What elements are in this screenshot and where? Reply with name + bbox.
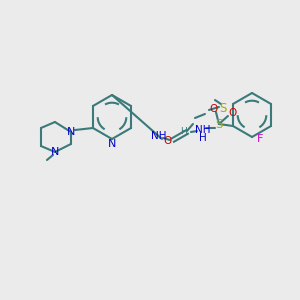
Text: NH: NH [195, 125, 211, 135]
Text: N: N [108, 139, 116, 149]
Text: O: O [229, 108, 237, 118]
Text: S: S [219, 101, 226, 115]
Text: H: H [199, 133, 207, 143]
Text: NH: NH [151, 131, 167, 141]
Text: F: F [257, 134, 263, 144]
Text: S: S [215, 118, 223, 130]
Text: O: O [210, 104, 218, 114]
Text: N: N [51, 147, 59, 157]
Text: O: O [164, 136, 172, 146]
Text: N: N [67, 127, 75, 137]
Text: H: H [180, 128, 187, 136]
